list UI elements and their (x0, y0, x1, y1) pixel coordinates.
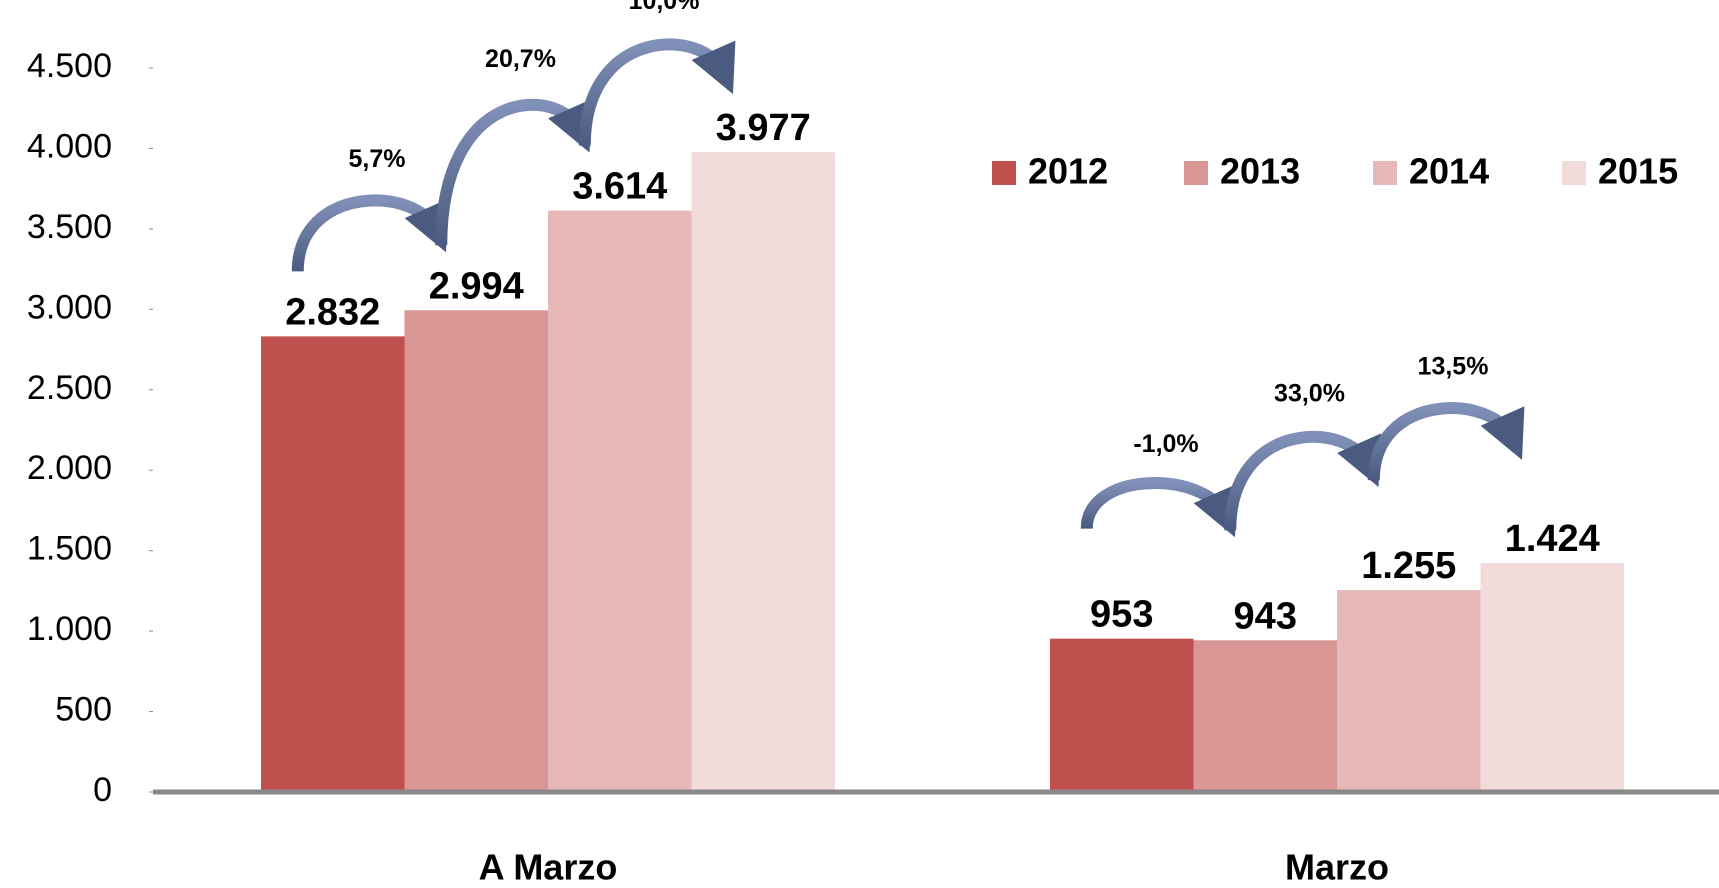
y-tick-label: 1.000 (27, 610, 112, 648)
growth-arrow (1224, 430, 1381, 531)
legend-swatch (992, 161, 1016, 185)
y-tick-label: 0 (93, 771, 112, 809)
legend-label: 2012 (1028, 151, 1108, 192)
y-tick-label: 3.500 (27, 208, 112, 246)
y-tick-label: 4.500 (27, 47, 112, 85)
bar (691, 152, 835, 792)
growth-label: 5,7% (349, 145, 406, 173)
growth-label: 13,5% (1418, 353, 1489, 381)
bar (1337, 590, 1481, 792)
bar (261, 336, 405, 792)
value-label: 2.994 (429, 265, 524, 307)
y-tick-label: 2.500 (27, 369, 112, 407)
value-label: 943 (1234, 595, 1297, 637)
value-label: 3.614 (572, 166, 667, 208)
legend-label: 2015 (1598, 151, 1678, 192)
growth-arrow (291, 194, 449, 272)
bar (1193, 640, 1337, 792)
legend-label: 2014 (1409, 151, 1489, 192)
bar (1480, 562, 1624, 792)
growth-label: 20,7% (485, 45, 556, 73)
legend-swatch (1184, 161, 1208, 185)
growth-arrow (435, 98, 592, 246)
growth-arrow (1367, 402, 1525, 481)
legend-label: 2013 (1220, 151, 1300, 192)
x-tick-label: A Marzo (479, 847, 618, 888)
value-label: 1.255 (1361, 545, 1456, 587)
bar (1050, 638, 1194, 792)
growth-label: -1,0% (1133, 430, 1198, 458)
y-tick-label: 2.000 (27, 449, 112, 487)
value-label: 2.832 (285, 291, 380, 333)
value-label: 953 (1090, 594, 1153, 636)
x-tick-label: Marzo (1285, 847, 1389, 888)
legend-swatch (1373, 161, 1397, 185)
growth-label: 10,0% (629, 0, 700, 15)
value-label: 3.977 (716, 107, 811, 149)
y-tick-label: 1.500 (27, 530, 112, 568)
y-tick-label: 4.000 (27, 127, 112, 165)
y-tick-label: 500 (55, 691, 112, 729)
growth-label: 33,0% (1274, 380, 1345, 408)
legend-swatch (1562, 161, 1586, 185)
value-label: 1.424 (1505, 518, 1600, 560)
growth-arrow (1080, 477, 1238, 538)
y-tick-label: 3.000 (27, 288, 112, 326)
bar (548, 210, 692, 793)
growth-arrow (578, 38, 736, 146)
bar (404, 310, 548, 792)
